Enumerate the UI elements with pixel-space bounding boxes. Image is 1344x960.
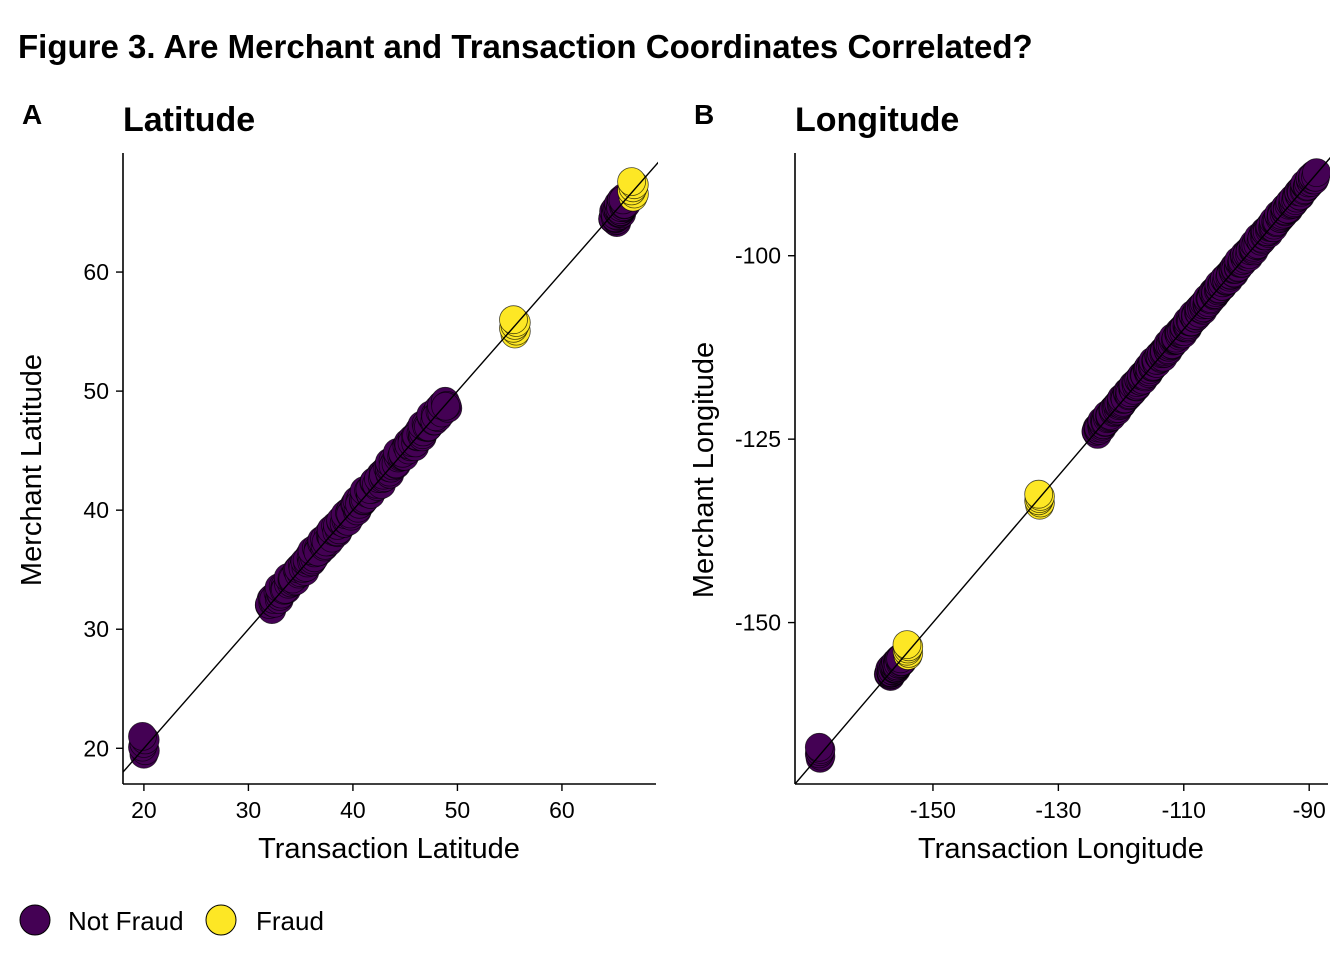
legend: Not Fraud Fraud: [19, 904, 324, 936]
longitude-x-tick-label-2: -110: [1162, 797, 1206, 823]
legend-item-not-fraud: Not Fraud: [19, 904, 184, 936]
latitude-x-tick-label-3: 50: [445, 797, 471, 823]
latitude-point-not-fraud-0-5: [128, 722, 157, 751]
longitude-x-axis-label: Transaction Longitude: [918, 833, 1204, 865]
latitude-plot-area: 20 30 40 50 60 20 30 40 50 60: [83, 153, 658, 823]
legend-label-fraud: Fraud: [256, 906, 324, 936]
legend-key-not-fraud: [19, 904, 51, 936]
latitude-y-tick-label-0: 20: [83, 735, 109, 761]
latitude-panel-tag: A: [22, 99, 42, 130]
longitude-x-tick-label-0: -150: [910, 797, 956, 823]
longitude-point-not-fraud-0-5: [804, 732, 834, 762]
longitude-series-fraud: [892, 479, 1055, 670]
longitude-point-fraud-1-5: [1024, 479, 1054, 509]
latitude-y-axis-label: Merchant Latitude: [16, 354, 48, 586]
longitude-y-tick-label-0: -150: [735, 610, 781, 636]
latitude-panel-title: Latitude: [123, 101, 255, 139]
legend-key-fraud: [205, 904, 237, 936]
latitude-point-fraud-1-5: [617, 167, 646, 197]
latitude-reference-line: [123, 161, 658, 774]
latitude-y-tick-label-2: 40: [83, 497, 109, 523]
longitude-panel-tag: B: [694, 99, 714, 130]
longitude-y-tick-label-2: -100: [735, 243, 781, 269]
latitude-y-tick-label-3: 50: [83, 378, 109, 404]
latitude-x-axis-label: Transaction Latitude: [258, 833, 520, 865]
longitude-plot-area: -150 -130 -110 -90 -150 -125 -100: [735, 153, 1330, 823]
latitude-point-fraud-0-5: [499, 305, 528, 335]
longitude-x-tick-label-1: -130: [1035, 797, 1081, 823]
longitude-y-axis-label: Merchant Longitude: [688, 342, 720, 598]
latitude-marks: [123, 161, 658, 774]
legend-label-not-fraud: Not Fraud: [68, 906, 184, 936]
latitude-x-tick-label-4: 60: [549, 797, 575, 823]
latitude-x-tick-label-1: 30: [236, 797, 262, 823]
longitude-panel-title: Longitude: [795, 101, 959, 139]
longitude-reference-line: [795, 156, 1330, 784]
longitude-x-tick-label-3: -90: [1293, 797, 1326, 823]
latitude-x-tick-label-0: 20: [131, 797, 157, 823]
latitude-x-tick-label-2: 40: [340, 797, 366, 823]
longitude-panel: B Longitude Transaction Longitude Mercha…: [688, 99, 1330, 865]
latitude-panel: A Latitude Transaction Latitude Merchant…: [16, 99, 658, 865]
longitude-y-tick-label-1: -125: [735, 426, 781, 452]
latitude-series-not-fraud: [128, 182, 641, 769]
latitude-y-tick-label-1: 30: [83, 616, 109, 642]
legend-item-fraud: Fraud: [205, 904, 324, 936]
longitude-point-fraud-0-5: [892, 630, 922, 659]
latitude-y-tick-label-4: 60: [83, 259, 109, 285]
longitude-marks: [795, 156, 1330, 784]
figure-title: Figure 3. Are Merchant and Transaction C…: [18, 28, 1033, 65]
